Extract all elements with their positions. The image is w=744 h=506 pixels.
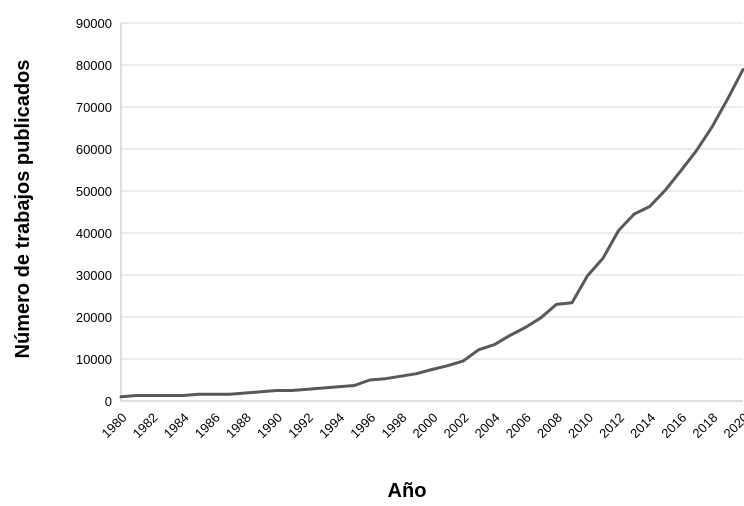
y-tick-label: 50000 (76, 184, 112, 199)
x-tick-label: 2010 (565, 410, 596, 441)
x-tick-labels: 1980 1982 1984 1986 1988 1990 1992 1994 1996 1998… (98, 410, 744, 441)
x-tick-label: 1996 (347, 410, 378, 441)
x-tick-label: 2004 (472, 410, 503, 441)
gridlines (121, 22, 743, 360)
x-tick-label: 1994 (316, 410, 347, 441)
y-tick-label: 10000 (76, 352, 112, 367)
y-tick-label: 90000 (76, 16, 112, 31)
x-tick-label: 2008 (534, 410, 565, 441)
x-tick-label: 2006 (503, 410, 534, 441)
x-tick-label: 2002 (441, 410, 472, 441)
x-tick-label: 1986 (192, 410, 223, 441)
x-tick-label: 2020 (720, 410, 744, 441)
y-tick-label: 70000 (76, 100, 112, 115)
x-tick-label: 1982 (130, 410, 161, 441)
x-tick-label: 1980 (98, 410, 129, 441)
y-tick-label: 60000 (76, 142, 112, 157)
x-tick-label: 1990 (254, 410, 285, 441)
x-tick-label: 1988 (223, 410, 254, 441)
x-tick-label: 2016 (658, 410, 689, 441)
series-line (119, 68, 744, 399)
x-tick-label: 2018 (689, 410, 720, 441)
x-tick-label: 1984 (161, 410, 192, 441)
y-tick-label: 0 (105, 394, 112, 409)
x-tick-label: 2000 (409, 410, 440, 441)
x-axis-title: Año (388, 480, 427, 502)
y-axis-title: Número de trabajos publicados (12, 60, 34, 359)
x-tick-label: 2014 (627, 410, 658, 441)
y-tick-labels: 0 10000 20000 30000 40000 50000 60000 70000 8000… (76, 16, 112, 409)
y-tick-label: 40000 (76, 226, 112, 241)
y-tick-label: 80000 (76, 58, 112, 73)
y-tick-label: 20000 (76, 310, 112, 325)
y-tick-label: 30000 (76, 268, 112, 283)
x-tick-label: 1998 (378, 410, 409, 441)
x-tick-label: 1992 (285, 410, 316, 441)
x-tick-label: 2012 (596, 410, 627, 441)
series-group (119, 68, 744, 399)
